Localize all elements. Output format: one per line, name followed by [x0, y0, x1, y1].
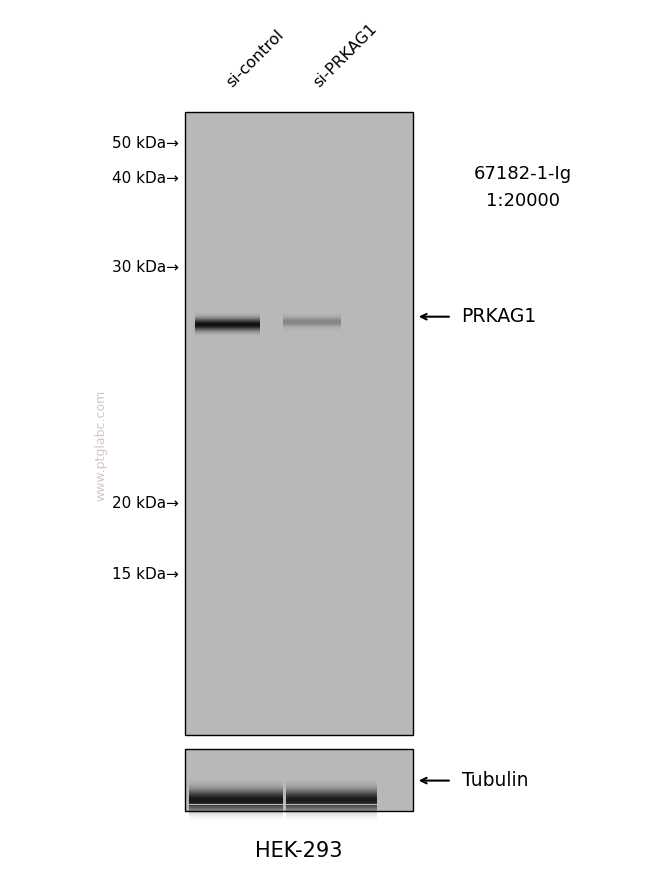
Text: 50 kDa→: 50 kDa→	[112, 135, 179, 151]
Text: www.ptglabc.com: www.ptglabc.com	[94, 390, 107, 502]
Text: Tubulin: Tubulin	[462, 771, 528, 790]
Text: HEK-293: HEK-293	[255, 841, 343, 861]
Text: si-control: si-control	[224, 27, 287, 90]
Text: 30 kDa→: 30 kDa→	[112, 260, 179, 275]
Text: si-PRKAG1: si-PRKAG1	[311, 20, 380, 90]
Text: 67182-1-Ig
1:20000: 67182-1-Ig 1:20000	[474, 166, 572, 209]
Bar	[185, 748, 413, 811]
Text: 20 kDa→: 20 kDa→	[112, 496, 179, 511]
Text: 40 kDa→: 40 kDa→	[112, 171, 179, 186]
Text: PRKAG1: PRKAG1	[462, 307, 537, 326]
Bar	[185, 112, 413, 735]
Text: 15 kDa→: 15 kDa→	[112, 568, 179, 583]
